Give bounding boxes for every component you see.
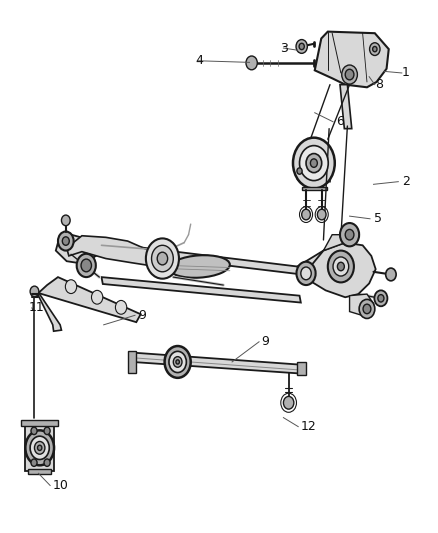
Circle shape [337, 262, 344, 271]
Circle shape [293, 138, 335, 189]
Polygon shape [37, 290, 61, 331]
Circle shape [146, 238, 179, 279]
Circle shape [152, 245, 173, 272]
Circle shape [328, 251, 354, 282]
Text: 12: 12 [301, 420, 317, 433]
Polygon shape [56, 235, 104, 264]
Circle shape [363, 304, 371, 314]
Text: 3: 3 [280, 42, 288, 54]
Circle shape [169, 351, 186, 373]
Circle shape [340, 223, 359, 246]
Polygon shape [39, 277, 141, 322]
Polygon shape [297, 150, 330, 182]
Circle shape [300, 146, 328, 181]
Text: 6: 6 [336, 115, 343, 128]
Circle shape [297, 262, 316, 285]
Circle shape [44, 459, 50, 466]
Polygon shape [302, 187, 327, 190]
Polygon shape [21, 420, 58, 425]
Text: 11: 11 [28, 301, 44, 314]
Polygon shape [297, 245, 358, 280]
Circle shape [373, 46, 377, 52]
Circle shape [297, 168, 302, 174]
Polygon shape [323, 235, 350, 251]
Circle shape [30, 286, 39, 297]
Circle shape [318, 209, 326, 220]
Text: 4: 4 [195, 54, 203, 67]
Circle shape [246, 56, 257, 70]
Circle shape [306, 154, 322, 173]
Polygon shape [28, 469, 51, 474]
Circle shape [311, 159, 318, 167]
Circle shape [301, 267, 311, 280]
Polygon shape [130, 352, 302, 374]
Polygon shape [315, 31, 389, 87]
Circle shape [374, 290, 388, 306]
Circle shape [165, 346, 191, 378]
Circle shape [38, 445, 42, 450]
Text: 10: 10 [53, 479, 69, 492]
Polygon shape [127, 351, 136, 373]
Circle shape [81, 259, 92, 272]
Circle shape [299, 43, 304, 50]
Circle shape [345, 229, 354, 240]
Circle shape [302, 209, 311, 220]
Circle shape [378, 295, 384, 302]
Polygon shape [297, 362, 306, 375]
Polygon shape [340, 85, 352, 128]
Circle shape [359, 300, 375, 318]
Polygon shape [306, 243, 376, 297]
Circle shape [65, 280, 77, 294]
Circle shape [173, 357, 182, 367]
Circle shape [31, 427, 37, 434]
Circle shape [25, 430, 54, 465]
Circle shape [58, 231, 74, 251]
Circle shape [342, 65, 357, 84]
Circle shape [116, 301, 127, 314]
Circle shape [333, 257, 349, 276]
Polygon shape [67, 236, 160, 266]
Text: 1: 1 [402, 67, 410, 79]
Text: 2: 2 [402, 175, 410, 188]
Polygon shape [25, 425, 53, 471]
Circle shape [370, 43, 380, 55]
Polygon shape [102, 277, 301, 303]
Circle shape [283, 397, 294, 409]
Circle shape [77, 254, 96, 277]
Circle shape [386, 268, 396, 281]
Text: 8: 8 [375, 78, 383, 91]
Circle shape [345, 69, 354, 80]
Circle shape [44, 427, 50, 434]
Circle shape [61, 215, 70, 225]
Circle shape [176, 360, 180, 364]
Circle shape [35, 441, 45, 454]
Ellipse shape [169, 255, 230, 278]
Circle shape [62, 237, 69, 245]
Circle shape [296, 39, 307, 53]
Circle shape [31, 459, 37, 466]
Circle shape [92, 290, 103, 304]
Polygon shape [350, 294, 374, 317]
Text: 5: 5 [374, 212, 381, 225]
Circle shape [30, 436, 49, 459]
Polygon shape [102, 243, 302, 274]
Text: 9: 9 [138, 309, 146, 322]
Text: 9: 9 [261, 335, 269, 348]
Circle shape [157, 252, 168, 265]
